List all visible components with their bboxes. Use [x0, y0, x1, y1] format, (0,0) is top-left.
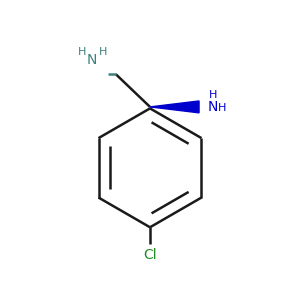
- Text: H: H: [218, 103, 226, 113]
- Text: N: N: [208, 100, 218, 115]
- Text: H: H: [209, 90, 218, 100]
- Polygon shape: [150, 101, 199, 113]
- Text: H: H: [99, 46, 107, 57]
- Text: Cl: Cl: [143, 248, 157, 262]
- Text: N: N: [87, 53, 97, 67]
- Text: H: H: [78, 46, 87, 57]
